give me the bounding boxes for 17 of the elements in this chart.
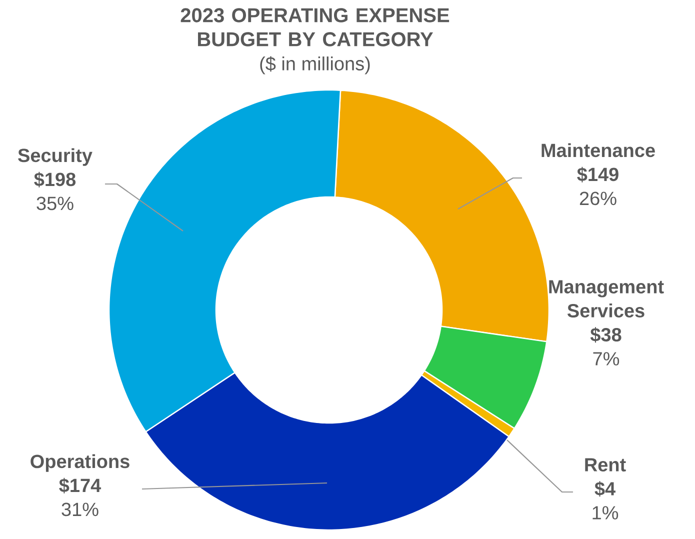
chart-title: 2023 OPERATING EXPENSE BUDGET BY CATEGORY — [180, 8, 450, 46]
data-label: $149 — [577, 166, 618, 182]
slice-label: Rent — [585, 458, 626, 472]
chart-subtitle: ($ in millions) — [260, 56, 370, 74]
data-label: $4 — [594, 481, 616, 497]
slice-label: Management Services — [549, 280, 664, 318]
slice-label: Maintenance — [542, 143, 655, 158]
text: 7% — [593, 352, 620, 366]
text: 35% — [36, 196, 74, 210]
data-label: $198 — [34, 172, 76, 188]
data-label: $174 — [59, 478, 102, 494]
data-label: $38 — [590, 327, 622, 343]
text: 1% — [592, 506, 618, 520]
slice-label: Security — [18, 148, 92, 166]
text: 26% — [580, 192, 616, 206]
slice-label: Operations — [30, 454, 130, 472]
text: 31% — [62, 502, 98, 516]
